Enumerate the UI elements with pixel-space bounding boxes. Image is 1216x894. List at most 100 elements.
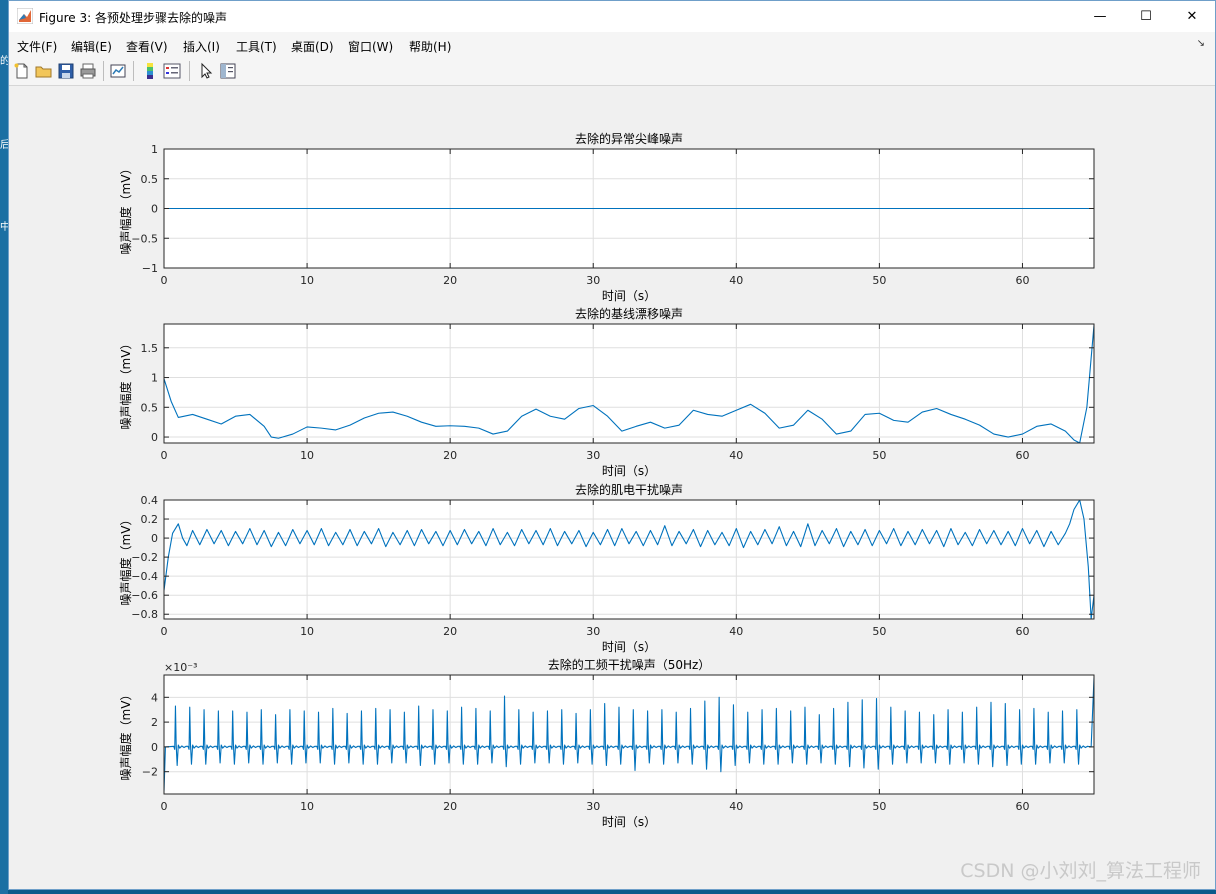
property-inspector-icon[interactable] — [219, 62, 237, 80]
x-tick-label: 50 — [872, 274, 886, 287]
y-tick-label: 0 — [151, 203, 158, 216]
series-line — [164, 677, 1094, 792]
y-axis-label: 噪声幅度（mV） — [118, 514, 133, 606]
x-tick-label: 60 — [1015, 449, 1029, 462]
figure-canvas: 0 10 20 30 40 50 60 −1 −0.5 0 0.5 1 去除的异常尖峰噪声 时间（s） 噪声… — [9, 86, 1215, 889]
close-button[interactable]: ✕ — [1186, 9, 1198, 24]
menu-bar: 文件(F) 编辑(E) 查看(V) 插入(I) 工具(T) 桌面(D) 窗口(W… — [9, 32, 1215, 57]
dock-arrow-icon[interactable]: ↘ — [1196, 38, 1205, 49]
menu-view[interactable]: 查看(V) — [126, 40, 168, 54]
insert-colorbar-icon[interactable] — [141, 62, 159, 80]
menu-window[interactable]: 窗口(W) — [348, 40, 394, 54]
x-axis-label: 时间（s） — [602, 640, 656, 654]
y-tick-label: −0.5 — [131, 232, 158, 245]
x-tick-label: 50 — [872, 625, 886, 638]
menu-tools[interactable]: 工具(T) — [236, 40, 277, 54]
print-icon[interactable] — [79, 62, 97, 80]
desktop-edge — [0, 0, 8, 894]
insert-legend-icon[interactable] — [163, 62, 181, 80]
menu-insert[interactable]: 插入(I) — [183, 40, 220, 54]
x-tick-label: 60 — [1015, 625, 1029, 638]
subplot-3: 0 10 20 30 40 50 60 −0.8 −0.6 −0.4 −0.2 0 0.2 0.4 去除的肌… — [118, 482, 1095, 654]
matlab-logo-icon — [17, 8, 33, 24]
edit-plot-icon[interactable] — [197, 62, 215, 80]
y-tick-label: −1 — [142, 262, 158, 275]
x-tick-label: 10 — [300, 800, 314, 813]
y-tick-label: −0.2 — [131, 551, 158, 564]
subplot-title: 去除的工频干扰噪声（50Hz） — [548, 657, 711, 672]
x-tick-label: 40 — [729, 274, 743, 287]
x-tick-label: 40 — [729, 800, 743, 813]
title-bar: Figure 3: 各预处理步骤去除的噪声 — ☐ ✕ — [9, 1, 1215, 32]
subplot-title: 去除的肌电干扰噪声 — [575, 482, 683, 497]
x-tick-label: 0 — [161, 625, 168, 638]
x-tick-label: 30 — [586, 625, 600, 638]
figure-window: Figure 3: 各预处理步骤去除的噪声 — ☐ ✕ 文件(F) 编辑(E) … — [8, 0, 1216, 890]
menu-help[interactable]: 帮助(H) — [409, 40, 452, 54]
window-title: Figure 3: 各预处理步骤去除的噪声 — [39, 11, 227, 25]
x-tick-label: 0 — [161, 800, 168, 813]
y-tick-label: 0.4 — [141, 494, 159, 507]
x-axis-label: 时间（s） — [602, 464, 656, 478]
axes-background — [164, 500, 1094, 619]
x-tick-label: 0 — [161, 274, 168, 287]
toolbar-separator — [133, 61, 134, 81]
axes-box — [163, 674, 1095, 795]
x-tick-label: 60 — [1015, 800, 1029, 813]
x-tick-label: 30 — [586, 800, 600, 813]
subplot-4: 0 10 20 30 40 50 60 −2 0 2 4 ×10⁻³ 去除的工频干扰噪声（50Hz） 时间… — [118, 657, 1095, 829]
axes-background — [164, 324, 1094, 443]
y-tick-label: 0.5 — [141, 173, 159, 186]
desktop-glyph: 中 — [0, 222, 8, 233]
y-exponent-label: ×10⁻³ — [164, 661, 197, 674]
y-axis-label: 噪声幅度（mV） — [118, 689, 133, 781]
series-line — [164, 325, 1094, 443]
link-plot-icon[interactable] — [109, 62, 127, 80]
y-tick-label: 0 — [151, 532, 158, 545]
y-tick-label: −2 — [142, 766, 158, 779]
x-tick-label: 20 — [443, 625, 457, 638]
y-axis-label: 噪声幅度（mV） — [118, 338, 133, 430]
series-line — [164, 500, 1094, 619]
x-tick-label: 60 — [1015, 274, 1029, 287]
y-tick-label: 1 — [151, 143, 158, 156]
x-axis-label: 时间（s） — [602, 815, 656, 829]
y-tick-label: 1 — [151, 372, 158, 385]
watermark: CSDN @小刘刘_算法工程师 — [960, 860, 1201, 882]
axes-box — [163, 499, 1095, 620]
save-icon[interactable] — [57, 62, 75, 80]
y-tick-label: −0.4 — [131, 570, 158, 583]
x-tick-label: 50 — [872, 449, 886, 462]
menu-desktop[interactable]: 桌面(D) — [291, 40, 334, 54]
x-tick-label: 40 — [729, 449, 743, 462]
toolbar-separator — [103, 61, 104, 81]
axes-box — [163, 323, 1095, 444]
y-tick-label: 4 — [151, 691, 158, 704]
y-tick-label: 0.2 — [141, 513, 159, 526]
subplot-title: 去除的异常尖峰噪声 — [575, 131, 683, 146]
x-tick-label: 30 — [586, 274, 600, 287]
x-tick-label: 10 — [300, 625, 314, 638]
y-axis-label: 噪声幅度（mV） — [118, 163, 133, 255]
menu-file[interactable]: 文件(F) — [17, 40, 58, 54]
x-tick-label: 10 — [300, 449, 314, 462]
x-tick-label: 0 — [161, 449, 168, 462]
menu-edit[interactable]: 编辑(E) — [71, 40, 112, 54]
y-tick-label: −0.8 — [131, 608, 158, 621]
desktop-glyph: 的 — [0, 56, 8, 67]
x-tick-label: 50 — [872, 800, 886, 813]
x-tick-label: 10 — [300, 274, 314, 287]
toolbar — [9, 57, 1215, 86]
y-tick-label: 0 — [151, 431, 158, 444]
y-tick-label: 0.5 — [141, 401, 159, 414]
new-figure-icon[interactable] — [13, 62, 31, 80]
x-tick-label: 40 — [729, 625, 743, 638]
y-tick-label: 2 — [151, 716, 158, 729]
subplots-svg: 0 10 20 30 40 50 60−1−0.500.51去除的异常尖峰噪声时间（s）噪声… — [118, 131, 1095, 829]
minimize-button[interactable]: — — [1093, 9, 1107, 24]
x-axis-label: 时间（s） — [602, 289, 656, 303]
maximize-button[interactable]: ☐ — [1140, 9, 1152, 24]
open-file-icon[interactable] — [35, 62, 53, 80]
